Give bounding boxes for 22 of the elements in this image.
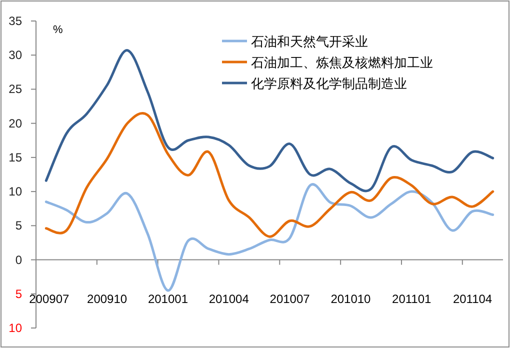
y-tick-label: 5 bbox=[15, 286, 22, 301]
y-tick-label: 35 bbox=[8, 14, 22, 28]
legend-label: 石油加工、炼焦及核燃料加工业 bbox=[251, 55, 433, 70]
x-tick-label: 201101 bbox=[392, 292, 432, 306]
y-tick-label: 30 bbox=[8, 48, 22, 62]
y-axis-title: % bbox=[53, 24, 63, 36]
y-tick-label: 15 bbox=[8, 150, 22, 164]
y-tick-label: 5 bbox=[15, 218, 22, 233]
legend-label: 石油和天然气开采业 bbox=[251, 34, 368, 49]
x-tick-label: 201104 bbox=[452, 292, 492, 306]
y-tick-label: 10 bbox=[8, 321, 22, 335]
x-tick-label: 201007 bbox=[270, 292, 310, 306]
y-tick-label: 25 bbox=[8, 82, 22, 96]
x-tick-label: 201010 bbox=[330, 292, 372, 306]
legend-label: 化学原料及化学制品制造业 bbox=[251, 76, 407, 91]
x-tick-label: 200907 bbox=[29, 292, 70, 306]
x-tick-label: 201004 bbox=[208, 292, 250, 306]
y-tick-label: 0 bbox=[15, 252, 22, 267]
y-tick-label: 10 bbox=[8, 184, 22, 199]
x-tick-label: 201001 bbox=[148, 292, 188, 306]
y-tick-label: 20 bbox=[8, 116, 22, 130]
x-tick-label: 200910 bbox=[87, 292, 128, 306]
